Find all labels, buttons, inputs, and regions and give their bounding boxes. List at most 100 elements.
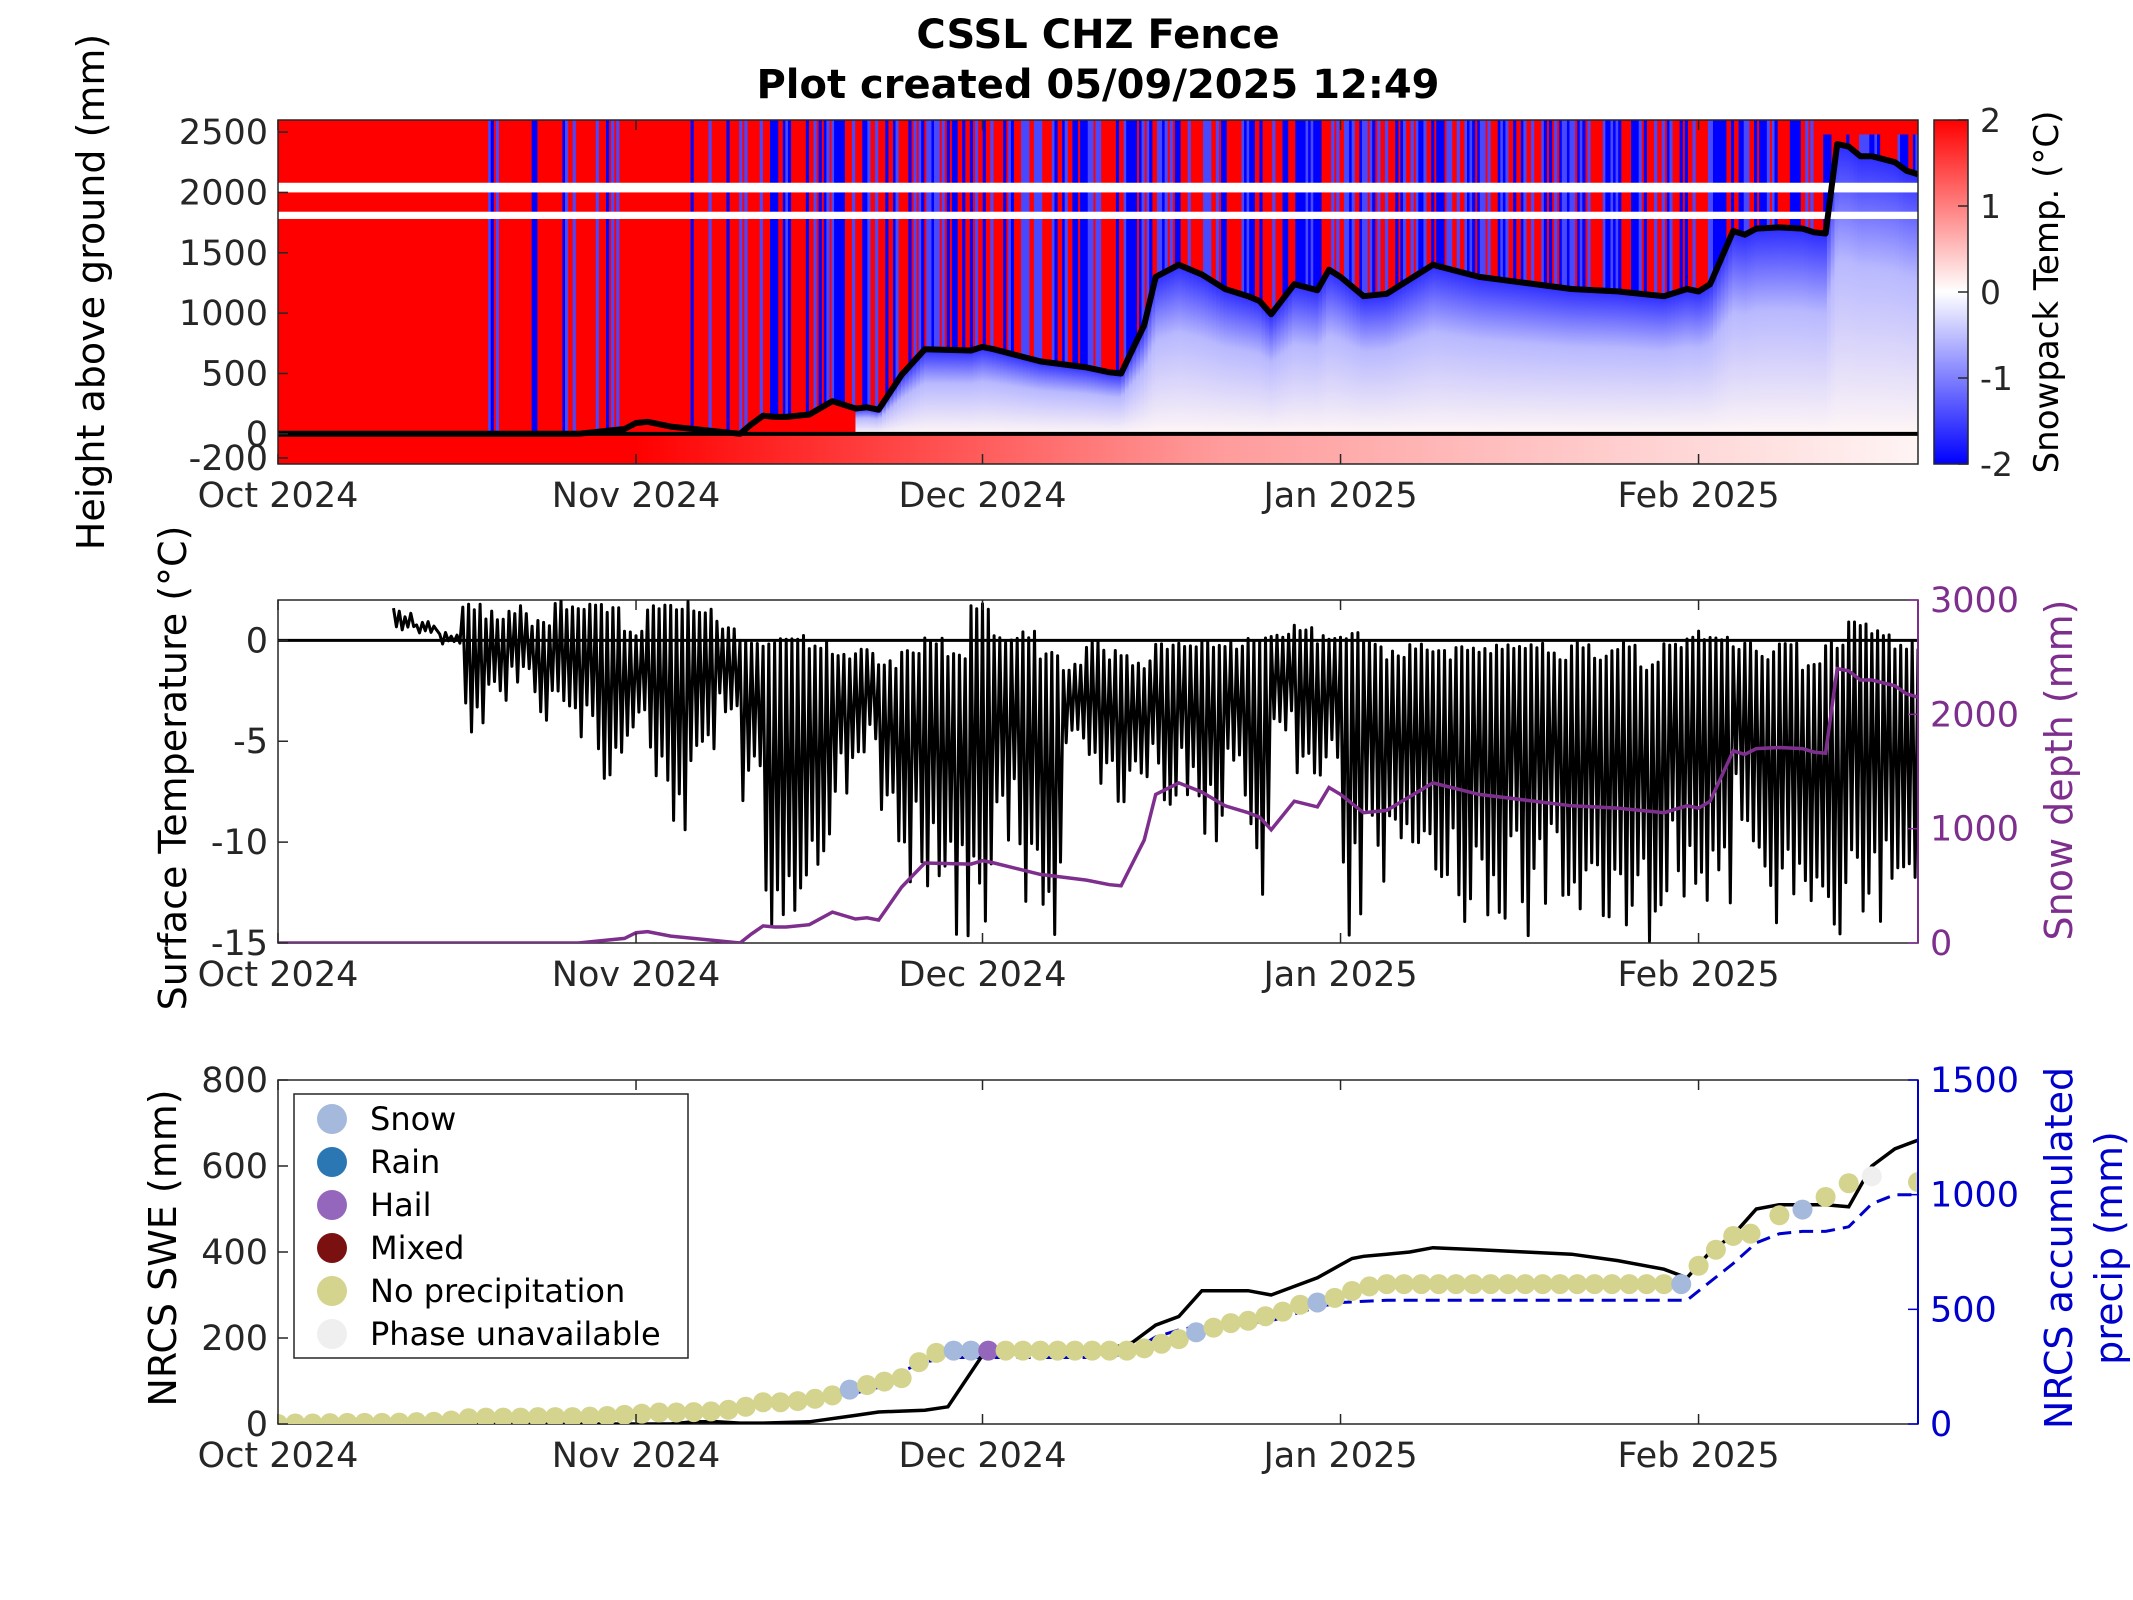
snowpack-column xyxy=(927,349,932,434)
snowpack-column xyxy=(1492,278,1498,434)
snowpack-column xyxy=(1348,285,1354,434)
snowpack-column xyxy=(1052,363,1058,434)
heatmap-stripe xyxy=(1331,120,1335,272)
x-tick-label: Dec 2024 xyxy=(899,955,1067,995)
phase-point xyxy=(1030,1340,1051,1361)
snowpack-column xyxy=(1519,282,1524,434)
snowpack-column xyxy=(1398,285,1403,434)
snowpack-column xyxy=(1113,372,1118,434)
heatmap-stripe xyxy=(1251,120,1255,299)
snowpack-column xyxy=(1872,156,1877,434)
heatmap-stripe xyxy=(1285,120,1289,295)
heatmap-stripe xyxy=(926,120,930,350)
snowpack-column xyxy=(1333,273,1339,434)
heatmap-stripe xyxy=(1871,134,1876,157)
snowpack-column xyxy=(1253,299,1259,434)
heatmap-stripe xyxy=(1607,120,1612,291)
x-tick-label: Oct 2024 xyxy=(198,955,359,995)
snowpack-column xyxy=(1075,366,1080,434)
snowpack-column xyxy=(1618,291,1623,434)
snowpack-column xyxy=(1310,288,1316,434)
snowpack-column xyxy=(874,409,879,434)
heatmap-stripe xyxy=(1456,120,1460,272)
phase-point xyxy=(406,1412,427,1424)
heatmap-stripe xyxy=(1774,120,1778,228)
snowpack-column xyxy=(1466,274,1471,434)
phase-point xyxy=(978,1340,999,1361)
heatmap-stripe xyxy=(1438,120,1442,267)
snowpack-column xyxy=(908,364,913,434)
heatmap-stripe xyxy=(841,120,845,405)
snowpack-column xyxy=(1007,353,1012,434)
snowpack-column xyxy=(1671,293,1676,434)
heatmap-stripe xyxy=(1479,120,1483,278)
heatmap-stripe xyxy=(1915,134,1918,174)
heatmap-stripe xyxy=(775,120,779,417)
phase-point xyxy=(822,1385,843,1406)
x-tick-label: Jan 2025 xyxy=(1261,955,1417,995)
snowpack-column xyxy=(1830,179,1836,434)
phase-point xyxy=(718,1399,739,1420)
snowpack-column xyxy=(1140,329,1145,434)
heatmap-stripe xyxy=(787,120,792,417)
snowpack-column xyxy=(1132,345,1137,434)
legend-marker-no-precip xyxy=(317,1276,347,1306)
heatmap-stripe xyxy=(1149,120,1153,299)
snowpack-column xyxy=(1739,233,1745,434)
heatmap-cells xyxy=(278,120,1918,464)
phase-point xyxy=(562,1407,583,1424)
phase-point xyxy=(458,1408,479,1424)
snowpack-column xyxy=(1910,172,1915,434)
snowpack-column xyxy=(1838,144,1843,434)
snowpack-column xyxy=(1508,280,1513,434)
heatmap-stripe xyxy=(1244,120,1248,296)
snowpack-column xyxy=(1033,360,1039,434)
snowpack-column xyxy=(1307,287,1312,434)
snowpack-column xyxy=(931,349,936,434)
y-tick-label: 1500 xyxy=(179,234,268,274)
snowpack-column xyxy=(1914,173,1918,434)
phase-point xyxy=(510,1407,531,1424)
snowpack-column xyxy=(1071,365,1077,434)
snowpack-column xyxy=(893,384,898,434)
snowpack-column xyxy=(1022,357,1027,434)
heatmap-stripe xyxy=(1520,120,1524,283)
colorbar-tick-label: 1 xyxy=(1980,187,2001,226)
snowpack-column xyxy=(1591,290,1597,434)
snowpack-column xyxy=(954,350,959,434)
heatmap-stripe xyxy=(1377,120,1381,295)
legend-marker-snow xyxy=(317,1104,347,1134)
heatmap-stripe xyxy=(1410,120,1414,279)
heatmap-stripe xyxy=(1039,120,1043,362)
snowpack-column xyxy=(1853,152,1858,434)
phase-point xyxy=(839,1379,860,1400)
heatmap-stripe xyxy=(1795,120,1799,229)
snowpack-column xyxy=(1420,271,1426,434)
heatmap-stripe xyxy=(834,120,838,403)
snowpack-column xyxy=(1390,290,1395,434)
snowpack-column xyxy=(882,401,887,434)
heatmap-stripe xyxy=(1420,120,1425,272)
heatmap-stripe xyxy=(908,120,912,366)
heatmap-stripe xyxy=(690,120,694,429)
snowpack-column xyxy=(957,350,963,434)
snowpack-column xyxy=(1344,282,1350,434)
phase-point xyxy=(493,1407,514,1424)
heatmap-stripe xyxy=(1123,120,1127,366)
snowpack-column xyxy=(1159,274,1164,434)
snowpack-column xyxy=(1720,255,1726,434)
phase-point xyxy=(1186,1322,1207,1343)
phase-point xyxy=(1567,1274,1588,1295)
heatmap-stripe xyxy=(1349,120,1353,286)
heatmap-stripe xyxy=(1080,120,1084,367)
heatmap-stripe xyxy=(572,120,576,434)
snowpack-column xyxy=(1538,284,1543,434)
snowpack-column xyxy=(1474,276,1479,434)
heatmap-stripe xyxy=(867,120,871,408)
heatmap-stripe xyxy=(969,120,974,351)
snowpack-column xyxy=(904,369,910,434)
phase-point xyxy=(1394,1274,1415,1295)
heatmap-stripe xyxy=(1559,120,1563,288)
heatmap-stripe xyxy=(1638,120,1642,294)
